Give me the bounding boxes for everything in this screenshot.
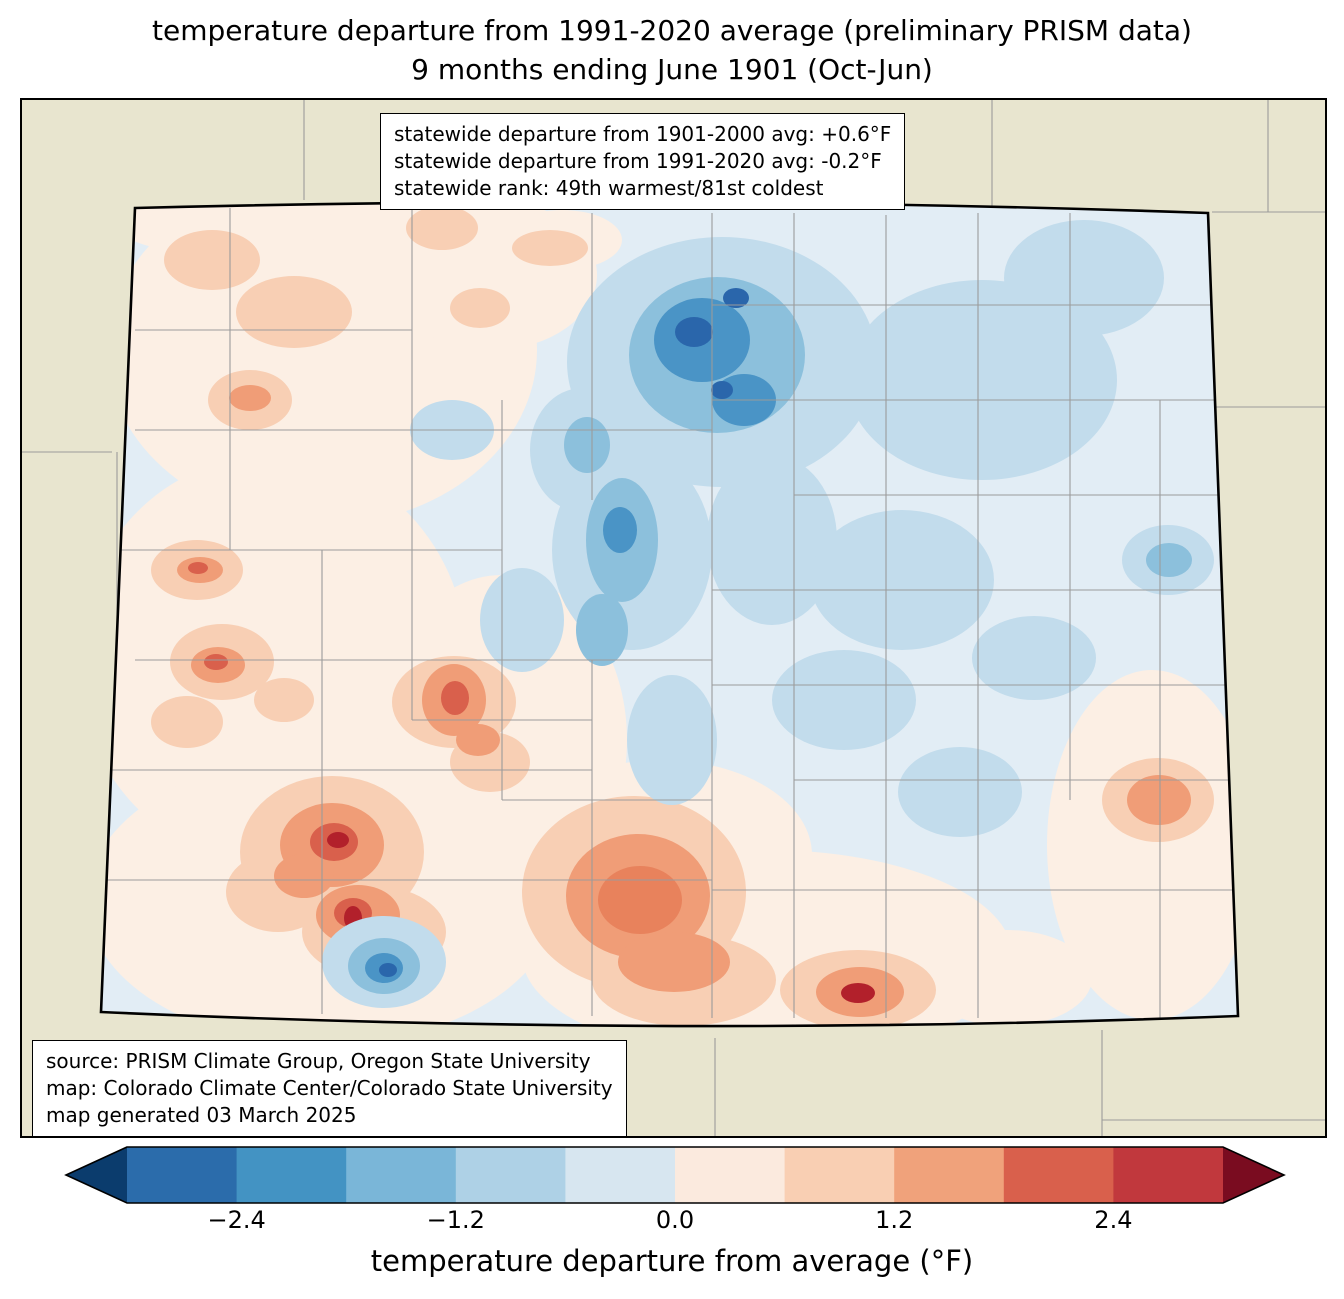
colorbar-tick-1-2: 1.2 [875, 1206, 914, 1234]
colorbar-segment [236, 1147, 347, 1203]
neighbor-state-lines [22, 100, 1325, 1136]
colorbar-segment [894, 1147, 1005, 1203]
colorbar-segment [1003, 1147, 1114, 1203]
colorbar-label: temperature departure from average (°F) [370, 1244, 974, 1278]
colorbar-segment [455, 1147, 566, 1203]
stats-line-1: statewide departure from 1901-2000 avg: … [394, 122, 892, 146]
source-line-2: map: Colorado Climate Center/Colorado St… [46, 1076, 613, 1100]
colorbar-bar [64, 1146, 1286, 1204]
colorbar-right-arrow [1223, 1147, 1284, 1203]
source-attribution-box: source: PRISM Climate Group, Oregon Stat… [32, 1040, 627, 1137]
title-line-2: 9 months ending June 1901 (Oct-Jun) [411, 52, 933, 86]
county-boundaries [103, 208, 1234, 1018]
colorbar-outline [64, 1146, 1286, 1204]
colorbar: −2.4 −1.2 0.0 1.2 2.4 temperature depart… [0, 1146, 1344, 1299]
colorbar-segment [127, 1147, 238, 1203]
colorbar-segment [346, 1147, 457, 1203]
source-line-3: map generated 03 March 2025 [46, 1103, 357, 1127]
statewide-stats-box: statewide departure from 1901-2000 avg: … [380, 113, 906, 210]
stats-line-2: statewide departure from 1991-2020 avg: … [394, 149, 882, 173]
map-plot-area: statewide departure from 1901-2000 avg: … [20, 98, 1327, 1138]
title-line-1: temperature departure from 1991-2020 ave… [152, 14, 1192, 47]
colorbar-segment [1113, 1147, 1224, 1203]
colorbar-segment [784, 1147, 895, 1203]
colorbar-segment [675, 1147, 786, 1203]
colorbar-tick-0: 0.0 [655, 1206, 695, 1234]
colorbar-segment [565, 1147, 676, 1203]
source-line-1: source: PRISM Climate Group, Oregon Stat… [46, 1049, 591, 1073]
colorbar-tick-neg1-2: −1.2 [426, 1206, 485, 1234]
anomaly-field [101, 202, 1238, 1027]
colorbar-segments [127, 1147, 1224, 1203]
colorbar-tick-neg2-4: −2.4 [207, 1206, 266, 1234]
colorado-anomaly-map [22, 100, 1325, 1136]
colorbar-tick-2-4: 2.4 [1094, 1206, 1133, 1234]
colorbar-left-arrow [66, 1147, 127, 1203]
stats-line-3: statewide rank: 49th warmest/81st coldes… [394, 176, 824, 200]
figure-title: temperature departure from 1991-2020 ave… [0, 12, 1344, 89]
